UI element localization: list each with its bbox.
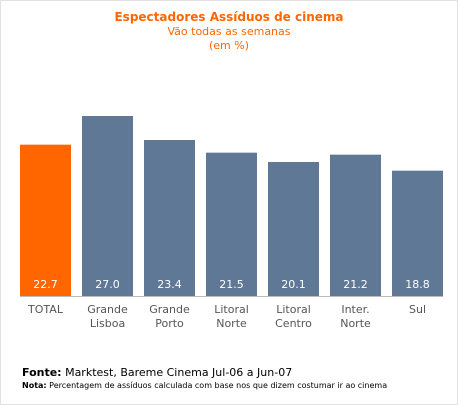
bar-4 [268, 162, 319, 296]
source-label: Fonte: [22, 366, 62, 379]
note-line: Nota: Percentagem de assíduos calculada … [22, 380, 452, 391]
bar-6 [392, 170, 443, 296]
bar-5 [330, 154, 381, 296]
category-label-5-0: Inter. [341, 303, 369, 316]
chart-subtitle: Vão todas as semanas [167, 25, 291, 38]
value-label-2: 23.4 [157, 278, 182, 291]
bar-2 [144, 140, 195, 296]
category-label-4-1: Centro [275, 317, 312, 330]
bar-1 [82, 116, 133, 296]
category-label-2-1: Porto [155, 317, 184, 330]
source-text: Marktest, Bareme Cinema Jul-06 a Jun-07 [61, 366, 293, 379]
value-label-4: 20.1 [281, 278, 306, 291]
source-line: Fonte: Marktest, Bareme Cinema Jul-06 a … [22, 366, 452, 380]
note-label: Nota: [22, 381, 47, 390]
value-label-6: 18.8 [405, 278, 430, 291]
category-label-0-0: TOTAL [27, 303, 64, 316]
category-label-6-0: Sul [409, 303, 426, 316]
category-label-1-1: Lisboa [90, 317, 125, 330]
category-label-3-1: Norte [216, 317, 247, 330]
chart-header: Espectadores Assíduos de cinema Vão toda… [0, 10, 458, 53]
category-label-5-1: Norte [340, 317, 371, 330]
value-label-1: 27.0 [95, 278, 120, 291]
category-label-4-0: Litoral [276, 303, 311, 316]
chart-title: Espectadores Assíduos de cinema [114, 10, 344, 24]
note-text: Percentagem de assíduos calculada com ba… [46, 381, 388, 390]
category-label-1-0: Grande [87, 303, 128, 316]
chart-unit: (em %) [208, 39, 249, 52]
chart-footer: Fonte: Marktest, Bareme Cinema Jul-06 a … [22, 366, 452, 391]
bar-3 [206, 152, 257, 296]
bar-0 [20, 144, 71, 296]
value-label-5: 21.2 [343, 278, 368, 291]
value-label-0: 22.7 [33, 278, 58, 291]
value-label-3: 21.5 [219, 278, 244, 291]
category-label-3-0: Litoral [214, 303, 249, 316]
category-label-2-0: Grande [149, 303, 190, 316]
